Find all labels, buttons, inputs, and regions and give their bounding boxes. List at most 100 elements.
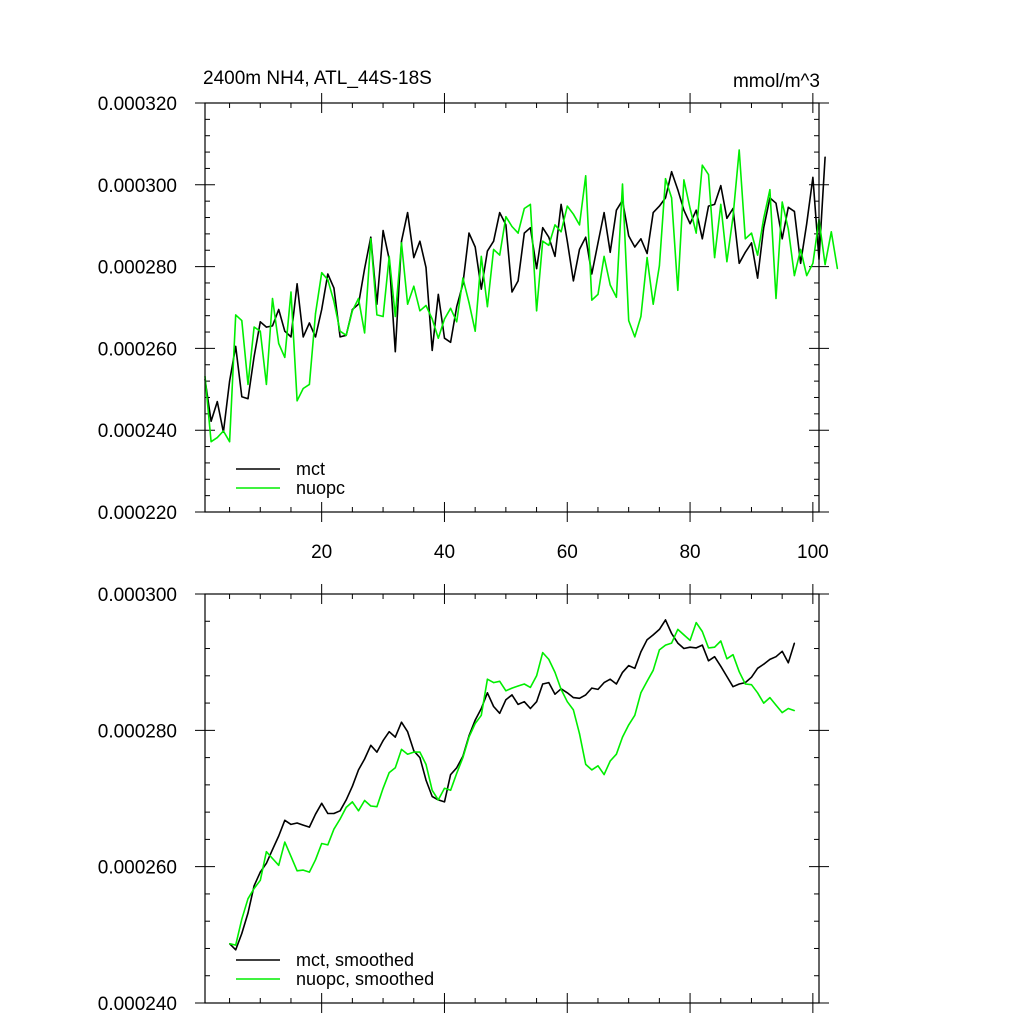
data-point (836, 268, 839, 270)
units-label: mmol/m^3 (733, 71, 820, 92)
data-point (450, 789, 452, 791)
data-point (738, 671, 740, 673)
data-point (505, 690, 507, 692)
data-point (290, 336, 292, 338)
data-point (327, 844, 329, 846)
data-point (769, 697, 771, 699)
data-point (664, 619, 667, 621)
data-point (271, 297, 274, 300)
data-point (241, 918, 243, 920)
data-point (572, 697, 575, 699)
data-point (738, 262, 740, 264)
data-point (216, 437, 218, 439)
data-point (229, 441, 231, 443)
data-point (634, 714, 636, 716)
data-point (425, 266, 427, 268)
data-point (695, 209, 697, 211)
data-point (413, 257, 415, 259)
data-point (634, 667, 636, 669)
data-point (640, 692, 642, 694)
data-point (757, 277, 759, 279)
data-point (456, 767, 458, 769)
data-point (382, 230, 384, 232)
data-point (511, 291, 513, 293)
data-point (321, 308, 323, 311)
data-point (744, 251, 746, 253)
data-point (536, 268, 538, 270)
data-point (247, 383, 249, 385)
data-point (345, 806, 347, 809)
data-point (578, 248, 581, 250)
series-line-nuopc-smoothed (229, 621, 795, 946)
data-point (382, 787, 384, 789)
data-point (229, 380, 231, 382)
top-series-group (204, 149, 839, 443)
data-point (750, 242, 753, 244)
data-point (517, 280, 519, 282)
data-point (787, 228, 789, 230)
data-point (517, 685, 519, 687)
data-point (683, 634, 685, 636)
data-point (345, 799, 347, 801)
data-point (517, 232, 519, 234)
data-point (536, 701, 538, 703)
data-point (493, 240, 495, 242)
data-point (572, 709, 575, 711)
data-point (407, 753, 409, 755)
data-point (757, 667, 759, 669)
data-point (664, 178, 667, 180)
data-point (578, 697, 581, 699)
chart-title: 2400m NH4, ATL_44S-18S (203, 68, 432, 89)
data-point (830, 231, 832, 233)
data-point (652, 634, 654, 636)
bottom-plot-frame (204, 593, 820, 1004)
data-point (677, 189, 679, 191)
x-tick-label: 100 (797, 542, 829, 563)
data-point (597, 293, 599, 295)
data-point (284, 841, 286, 843)
data-point (763, 227, 765, 229)
data-point (253, 356, 255, 358)
data-point (253, 326, 255, 328)
data-point (542, 227, 544, 229)
data-point (450, 341, 452, 343)
y-tick-label: 0.000240 (98, 421, 177, 442)
data-point (640, 238, 642, 240)
data-point (560, 688, 562, 691)
data-point (235, 949, 237, 951)
data-point (265, 326, 267, 328)
data-point (781, 201, 783, 203)
data-point (652, 212, 654, 214)
data-point (474, 722, 476, 725)
data-point (707, 647, 710, 649)
data-point (468, 302, 470, 304)
top-plot-frame (204, 102, 820, 513)
data-point (793, 642, 796, 644)
data-point (314, 336, 317, 338)
data-point (480, 288, 482, 290)
data-point (677, 642, 679, 644)
data-point (302, 387, 304, 390)
data-point (394, 351, 396, 353)
data-point (548, 244, 550, 246)
data-point (443, 318, 446, 320)
data-point (542, 683, 544, 685)
top-panel: 2400m NH4, ATL_44S-18S mmol/m^3 0.000220… (98, 68, 839, 563)
data-point (529, 227, 532, 229)
data-point (339, 336, 341, 338)
data-point (259, 321, 261, 323)
data-point (400, 748, 403, 751)
data-point (707, 205, 710, 207)
data-point (646, 257, 648, 259)
data-point (695, 647, 697, 649)
data-point (376, 806, 378, 808)
x-tick-label: 60 (557, 542, 578, 563)
data-point (664, 644, 667, 646)
data-point (763, 702, 765, 704)
data-point (333, 812, 335, 815)
data-point (437, 799, 439, 801)
data-point (265, 851, 267, 853)
data-point (621, 183, 624, 185)
data-point (554, 671, 556, 674)
